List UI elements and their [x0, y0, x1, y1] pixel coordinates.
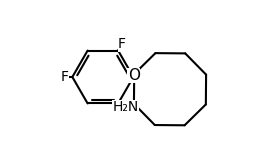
Text: F: F	[118, 37, 126, 51]
Text: O: O	[128, 68, 140, 83]
Text: H₂N: H₂N	[113, 100, 139, 114]
Text: F: F	[61, 70, 69, 84]
